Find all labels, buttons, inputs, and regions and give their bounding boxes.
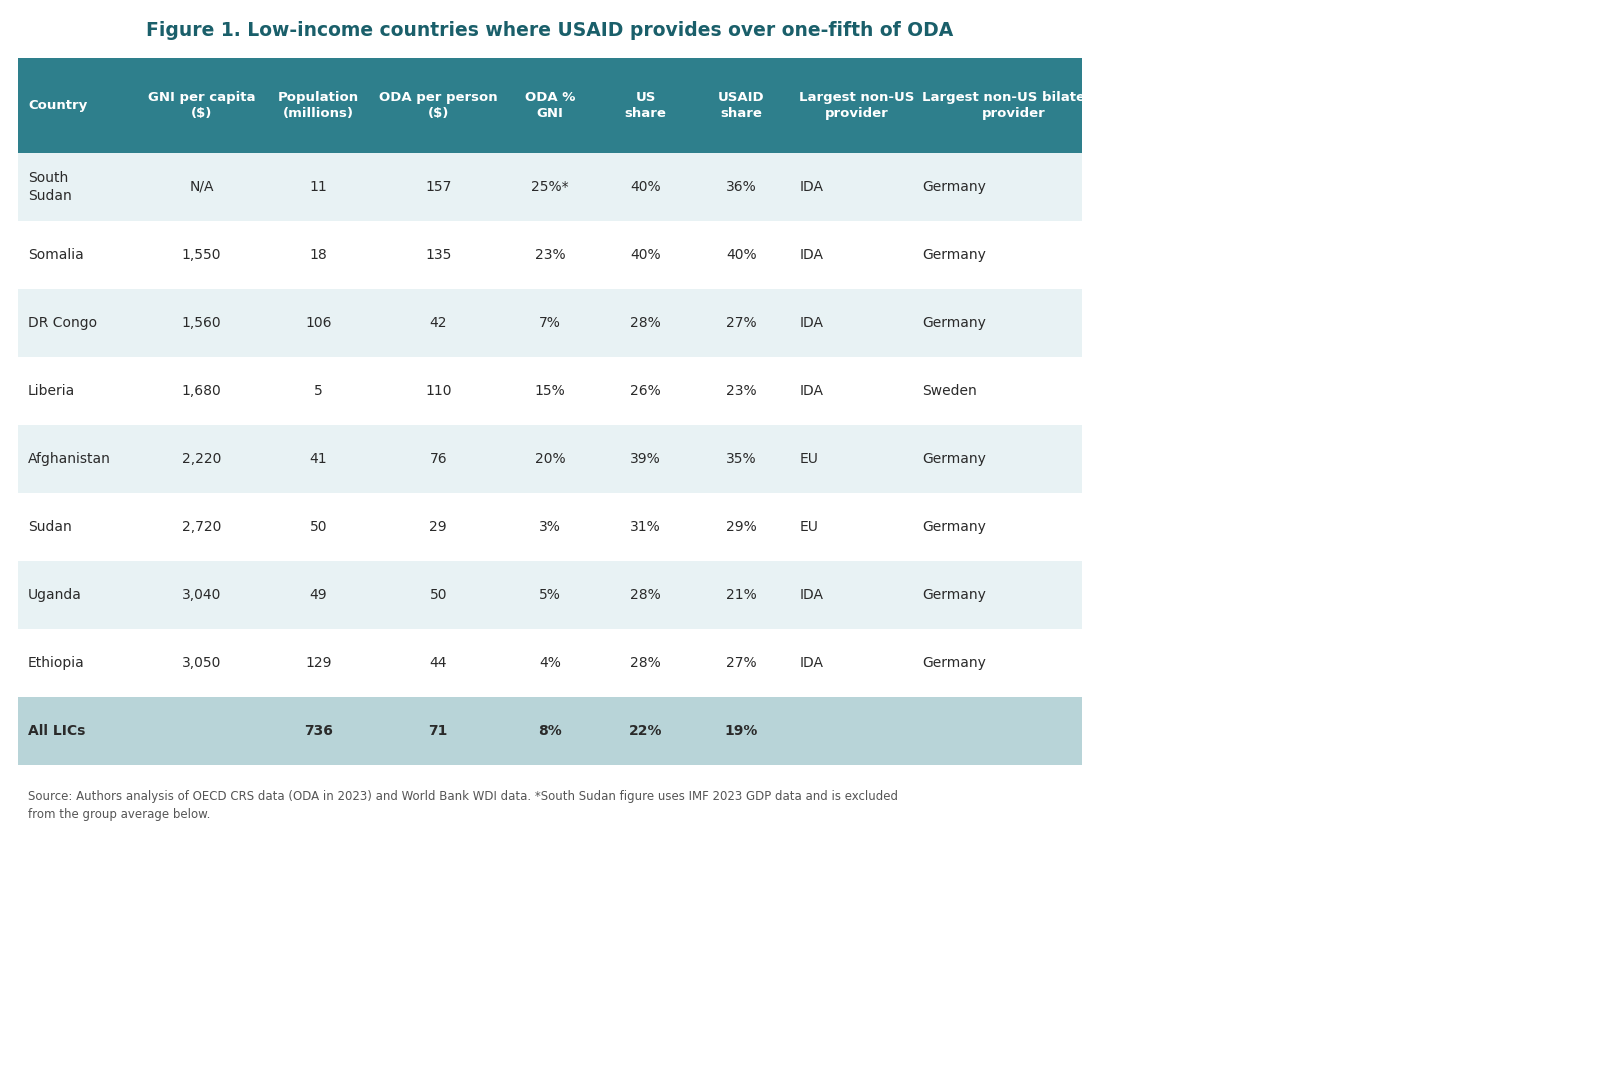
Text: 25%*: 25%* — [531, 180, 570, 194]
Text: Germany: Germany — [922, 452, 986, 466]
Text: 26%: 26% — [630, 384, 661, 398]
Text: IDA: IDA — [800, 588, 824, 602]
Text: South
Sudan: South Sudan — [29, 172, 72, 203]
Text: Somalia: Somalia — [29, 248, 83, 262]
Text: 40%: 40% — [726, 248, 757, 262]
Text: 28%: 28% — [630, 588, 661, 602]
Text: N/A: N/A — [189, 180, 214, 194]
Text: 29%: 29% — [726, 520, 757, 534]
Text: Population
(millions): Population (millions) — [278, 91, 358, 120]
Text: EU: EU — [800, 520, 818, 534]
Text: 50: 50 — [310, 520, 328, 534]
Text: 23%: 23% — [534, 248, 565, 262]
Text: 5%: 5% — [539, 588, 562, 602]
Text: 21%: 21% — [726, 588, 757, 602]
Text: Germany: Germany — [922, 656, 986, 670]
Text: 11: 11 — [310, 180, 328, 194]
Text: IDA: IDA — [800, 316, 824, 330]
Text: 736: 736 — [304, 724, 333, 738]
Text: 1,560: 1,560 — [182, 316, 221, 330]
Text: DR Congo: DR Congo — [29, 316, 98, 330]
Text: 42: 42 — [429, 316, 446, 330]
Text: USAID
share: USAID share — [718, 91, 765, 120]
Text: 22%: 22% — [629, 724, 662, 738]
Bar — [18, 153, 1082, 221]
Text: Germany: Germany — [922, 588, 986, 602]
Text: IDA: IDA — [800, 180, 824, 194]
Text: 23%: 23% — [726, 384, 757, 398]
Text: Germany: Germany — [922, 520, 986, 534]
Text: Germany: Germany — [922, 180, 986, 194]
Text: 40%: 40% — [630, 248, 661, 262]
Text: Largest non-US bilateral
provider: Largest non-US bilateral provider — [922, 91, 1106, 120]
Text: 44: 44 — [429, 656, 446, 670]
Bar — [18, 221, 1082, 289]
Bar — [18, 357, 1082, 425]
Text: 35%: 35% — [726, 452, 757, 466]
Text: Afghanistan: Afghanistan — [29, 452, 110, 466]
Bar — [18, 629, 1082, 697]
Text: 19%: 19% — [725, 724, 758, 738]
Text: 106: 106 — [306, 316, 331, 330]
Text: 27%: 27% — [726, 316, 757, 330]
Text: 20%: 20% — [534, 452, 565, 466]
Text: 5: 5 — [314, 384, 323, 398]
Text: US
share: US share — [626, 91, 667, 120]
Text: Germany: Germany — [922, 248, 986, 262]
Text: 1,550: 1,550 — [182, 248, 221, 262]
Text: 31%: 31% — [630, 520, 661, 534]
Text: All LICs: All LICs — [29, 724, 85, 738]
Text: 157: 157 — [426, 180, 451, 194]
Text: Largest non-US
provider: Largest non-US provider — [800, 91, 915, 120]
Text: 110: 110 — [426, 384, 451, 398]
Text: Germany: Germany — [922, 316, 986, 330]
Text: 71: 71 — [429, 724, 448, 738]
Bar — [18, 289, 1082, 357]
Text: 18: 18 — [310, 248, 328, 262]
Text: Ethiopia: Ethiopia — [29, 656, 85, 670]
Text: 28%: 28% — [630, 316, 661, 330]
Text: 4%: 4% — [539, 656, 562, 670]
Text: 27%: 27% — [726, 656, 757, 670]
Text: 3%: 3% — [539, 520, 562, 534]
Text: 2,720: 2,720 — [182, 520, 221, 534]
Text: 39%: 39% — [630, 452, 661, 466]
Text: 7%: 7% — [539, 316, 562, 330]
Text: IDA: IDA — [800, 248, 824, 262]
Text: 2,220: 2,220 — [182, 452, 221, 466]
Text: 28%: 28% — [630, 656, 661, 670]
Text: 50: 50 — [429, 588, 446, 602]
Bar — [18, 425, 1082, 493]
Bar — [18, 493, 1082, 561]
Text: Sudan: Sudan — [29, 520, 72, 534]
Text: 49: 49 — [310, 588, 328, 602]
Text: Uganda: Uganda — [29, 588, 82, 602]
Text: Figure 1. Low-income countries where USAID provides over one-fifth of ODA: Figure 1. Low-income countries where USA… — [146, 21, 954, 40]
Text: 15%: 15% — [534, 384, 565, 398]
Bar — [18, 697, 1082, 765]
Text: Source: Authors analysis of OECD CRS data (ODA in 2023) and World Bank WDI data.: Source: Authors analysis of OECD CRS dat… — [29, 790, 898, 821]
Text: IDA: IDA — [800, 384, 824, 398]
Text: 129: 129 — [306, 656, 331, 670]
Text: 29: 29 — [429, 520, 446, 534]
Text: 135: 135 — [426, 248, 451, 262]
Text: EU: EU — [800, 452, 818, 466]
Text: Sweden: Sweden — [922, 384, 976, 398]
Text: 40%: 40% — [630, 180, 661, 194]
Text: 76: 76 — [429, 452, 446, 466]
Text: 3,050: 3,050 — [182, 656, 221, 670]
Text: Liberia: Liberia — [29, 384, 75, 398]
Bar — [18, 58, 1082, 153]
Text: 3,040: 3,040 — [182, 588, 221, 602]
Bar — [18, 561, 1082, 629]
Text: IDA: IDA — [800, 656, 824, 670]
Text: 1,680: 1,680 — [182, 384, 221, 398]
Text: 8%: 8% — [538, 724, 562, 738]
Text: Country: Country — [29, 99, 88, 112]
Text: ODA %
GNI: ODA % GNI — [525, 91, 574, 120]
Text: ODA per person
($): ODA per person ($) — [379, 91, 498, 120]
Text: 41: 41 — [310, 452, 328, 466]
Text: GNI per capita
($): GNI per capita ($) — [147, 91, 256, 120]
Text: 36%: 36% — [726, 180, 757, 194]
